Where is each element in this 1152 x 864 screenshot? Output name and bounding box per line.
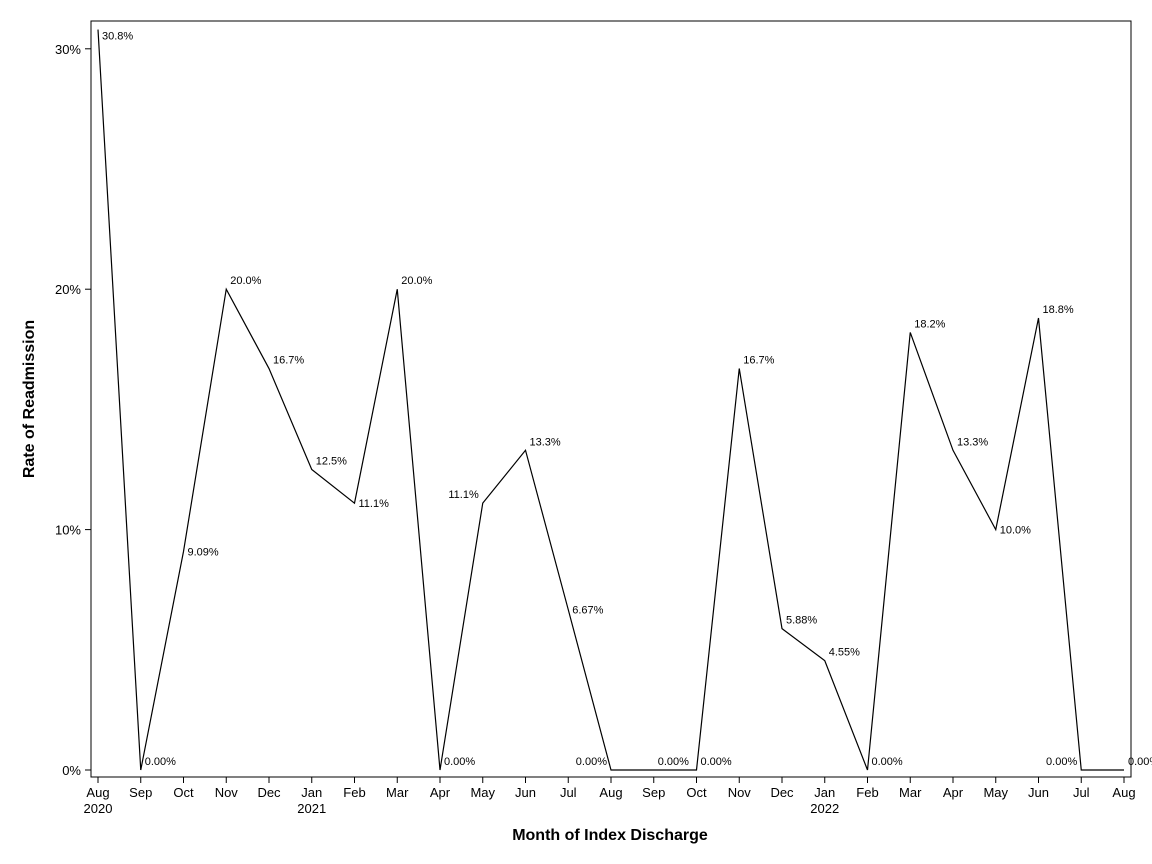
x-tick-month-label: Dec	[257, 785, 281, 800]
x-axis-title: Month of Index Discharge	[512, 827, 708, 844]
data-label: 0.00%	[444, 756, 475, 768]
x-tick-month-label: Feb	[343, 785, 365, 800]
data-label: 30.8%	[102, 31, 133, 43]
x-tick-month-label: Oct	[686, 785, 707, 800]
data-label: 13.3%	[530, 436, 561, 448]
x-tick-month-label: Apr	[430, 785, 451, 800]
x-tick-month-label: Sep	[129, 785, 152, 800]
data-label: 0.00%	[576, 756, 607, 768]
x-tick-year-label: 2020	[84, 801, 113, 816]
data-label: 6.67%	[572, 605, 603, 617]
data-label: 20.0%	[401, 275, 432, 287]
data-labels: 30.8% 0.00% 9.09% 20.0% 16.7% 12.5% 11.1% 20.0%…	[102, 31, 1152, 768]
x-tick-month-label: Feb	[856, 785, 878, 800]
x-tick-month-label: Mar	[899, 785, 922, 800]
data-label: 13.3%	[957, 436, 988, 448]
x-tick-month-label: Aug	[86, 785, 109, 800]
data-label: 18.8%	[1043, 304, 1074, 316]
x-tick-month-label: Sep	[642, 785, 665, 800]
data-label: 12.5%	[316, 456, 347, 468]
x-tick-month-label: Oct	[173, 785, 194, 800]
y-axis: 0% 10% 20% 30%	[55, 42, 91, 778]
x-tick-month-label: Nov	[215, 785, 239, 800]
x-tick-month-label: Jan	[301, 785, 322, 800]
readmission-rate-line	[97, 29, 1124, 771]
x-tick-year-label: 2022	[810, 801, 839, 816]
x-tick-month-label: Apr	[943, 785, 964, 800]
data-label: 16.7%	[273, 355, 304, 367]
data-label: 0.00%	[701, 756, 732, 768]
x-tick-month-label: Jul	[560, 785, 577, 800]
x-tick-month-label: Jun	[515, 785, 536, 800]
data-label: 5.88%	[786, 615, 817, 627]
x-tick-month-label: May	[470, 785, 495, 800]
x-tick-month-label: Jul	[1073, 785, 1090, 800]
data-label: 16.7%	[743, 355, 774, 367]
y-tick-label: 30%	[55, 42, 81, 57]
data-label: 11.1%	[448, 489, 479, 501]
data-label: 0.00%	[145, 756, 176, 768]
x-tick-month-label: Aug	[1112, 785, 1135, 800]
data-label: 11.1%	[359, 498, 390, 510]
y-tick-label: 0%	[62, 763, 81, 778]
x-tick-month-label: Jan	[814, 785, 835, 800]
data-label: 0.00%	[1128, 756, 1152, 768]
x-tick-month-label: Mar	[386, 785, 409, 800]
plot-frame	[90, 20, 1132, 778]
data-label: 0.00%	[658, 756, 689, 768]
y-tick-label: 10%	[55, 523, 81, 538]
x-tick-month-label: Nov	[728, 785, 752, 800]
data-label: 9.09%	[188, 546, 219, 558]
data-label: 10.0%	[1000, 525, 1031, 537]
x-tick-year-label: 2021	[297, 801, 326, 816]
y-tick-label: 20%	[55, 282, 81, 297]
x-tick-month-label: Dec	[770, 785, 794, 800]
data-label: 20.0%	[230, 275, 261, 287]
x-tick-month-label: Aug	[599, 785, 622, 800]
data-label: 0.00%	[872, 756, 903, 768]
data-label: 18.2%	[914, 318, 945, 330]
data-label: 0.00%	[1046, 756, 1077, 768]
y-axis-title: Rate of Readmission	[21, 320, 38, 478]
x-tick-month-label: May	[983, 785, 1008, 800]
x-tick-month-label: Jun	[1028, 785, 1049, 800]
data-label: 4.55%	[829, 647, 860, 659]
